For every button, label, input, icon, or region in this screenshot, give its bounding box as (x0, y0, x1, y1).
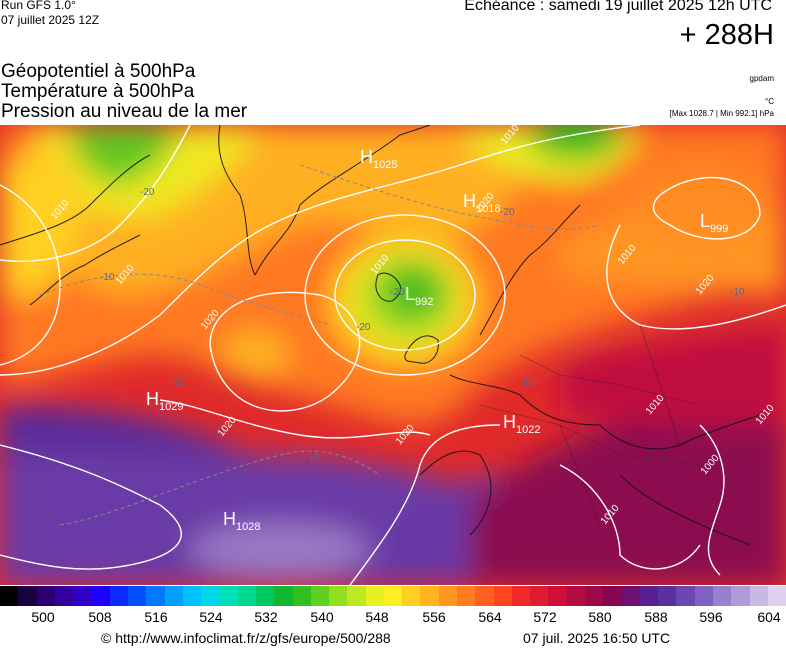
valid-time: Echéance : samedi 19 juillet 2025 12h UT… (464, 0, 772, 14)
scale-tick-label: 516 (144, 609, 168, 625)
scale-swatch (127, 586, 147, 606)
generated-time: 07 juil. 2025 16:50 UTC (523, 630, 671, 646)
scale-swatch (365, 586, 384, 606)
scale-tick-label: 548 (365, 609, 389, 625)
scale-swatch (237, 586, 256, 606)
pressure-center-label: H1022 (503, 412, 540, 436)
scale-tick-label: 500 (31, 609, 55, 625)
pressure-center-label: H1025 (360, 147, 397, 171)
scale-tick-label: 588 (644, 609, 668, 625)
scale-swatch (54, 586, 74, 606)
scale-swatch (164, 586, 183, 606)
scale-tick-label: 572 (533, 609, 557, 625)
scale-tick-label: 508 (88, 609, 112, 625)
title-geopotential: Géopotentiel à 500hPa (1, 61, 196, 82)
scale-swatch (73, 586, 92, 606)
title-pressure: Pression au niveau de la mer (1, 101, 248, 122)
scale-swatch (475, 586, 494, 606)
scale-swatch (420, 586, 439, 606)
isotherm-label: -10 (172, 377, 187, 388)
scale-swatch (639, 586, 659, 606)
pressure-center-label: H1028 (223, 509, 260, 533)
pressure-center-label: H1029 (146, 389, 183, 413)
title-temperature: Température à 500hPa (1, 81, 195, 102)
isotherm-label: -20 (500, 207, 515, 218)
geopotential-field (0, 125, 786, 585)
isotherm-label: -20 (390, 287, 405, 298)
source-url: © http://www.infoclimat.fr/z/gfs/europe/… (101, 630, 391, 646)
isotherm-label: -10 (730, 287, 745, 298)
scale-swatch (347, 586, 366, 606)
scale-tick-label: 564 (478, 609, 502, 625)
pressure-center-label: L999 (700, 211, 728, 235)
scale-swatch (585, 586, 604, 606)
scale-swatch (91, 586, 110, 606)
scale-swatch (146, 586, 165, 606)
scale-swatch (658, 586, 677, 606)
pressure-centers: H1025 H1018 L999 L992 H1029 H1022 H1028 (146, 147, 728, 533)
scale-swatch (712, 586, 732, 606)
scale-swatch (511, 586, 531, 606)
scale-swatch (694, 586, 713, 606)
coastlines (0, 125, 761, 546)
isotherm-label: -10 (100, 272, 115, 283)
scale-swatch (530, 586, 549, 606)
scale-swatch (36, 586, 55, 606)
scale-swatch (548, 586, 567, 606)
unit-temperature: °C (765, 97, 774, 106)
scale-swatch (621, 586, 640, 606)
scale-tick-label: 604 (757, 609, 781, 625)
scale-swatch (457, 586, 476, 606)
scale-swatch (731, 586, 750, 606)
scale-swatch (18, 586, 37, 606)
scale-tick-label: 532 (254, 609, 278, 625)
isotherm-label: -10 (305, 452, 320, 463)
isotherm-label: -10 (520, 377, 535, 388)
scale-swatch (566, 586, 585, 606)
scale-swatch (329, 586, 348, 606)
pressure-center-label: H1018 (463, 191, 500, 215)
scale-tick-label: 524 (199, 609, 223, 625)
scale-swatch (749, 586, 768, 606)
scale-swatch (383, 586, 403, 606)
scale-swatch (292, 586, 311, 606)
isotherms (39, 164, 601, 526)
scale-swatch (493, 586, 512, 606)
scale-tick-label: 540 (310, 609, 334, 625)
scale-swatch (201, 586, 220, 606)
scale-swatch (109, 586, 128, 606)
scale-tick-label: 556 (422, 609, 446, 625)
scale-tick-label: 596 (699, 609, 723, 625)
run-label: Run GFS 1.0° (1, 0, 76, 12)
scale-tick-label: 580 (588, 609, 612, 625)
color-scale-ticks: 500 508 516 524 532 540 548 556 564 572 580 588 596 6… (0, 609, 786, 627)
isotherm-labels: -20 -20 -20 -20 -10 -10 -10 -10 -10 (100, 187, 745, 463)
scale-swatch (182, 586, 202, 606)
scale-swatch (274, 586, 293, 606)
pressure-range: [Max 1028.7 | Min 992.1] hPa (669, 109, 774, 118)
scale-swatch (603, 586, 622, 606)
forecast-lead: + 288H (679, 19, 774, 51)
scale-swatch (676, 586, 695, 606)
scale-swatch (219, 586, 238, 606)
isotherm-label: -20 (140, 187, 155, 198)
color-scale (0, 586, 786, 606)
isotherm-label: -20 (356, 322, 371, 333)
unit-geopotential: gpdam (749, 74, 774, 83)
scale-swatch (767, 586, 786, 606)
scale-swatch (438, 586, 458, 606)
borders (479, 324, 701, 526)
pressure-center-label: L992 (405, 284, 433, 308)
scale-swatch (255, 586, 275, 606)
scale-swatch (310, 586, 330, 606)
scale-swatch (402, 586, 421, 606)
run-date: 07 juillet 2025 12Z (1, 13, 100, 27)
scale-swatch (0, 586, 19, 606)
